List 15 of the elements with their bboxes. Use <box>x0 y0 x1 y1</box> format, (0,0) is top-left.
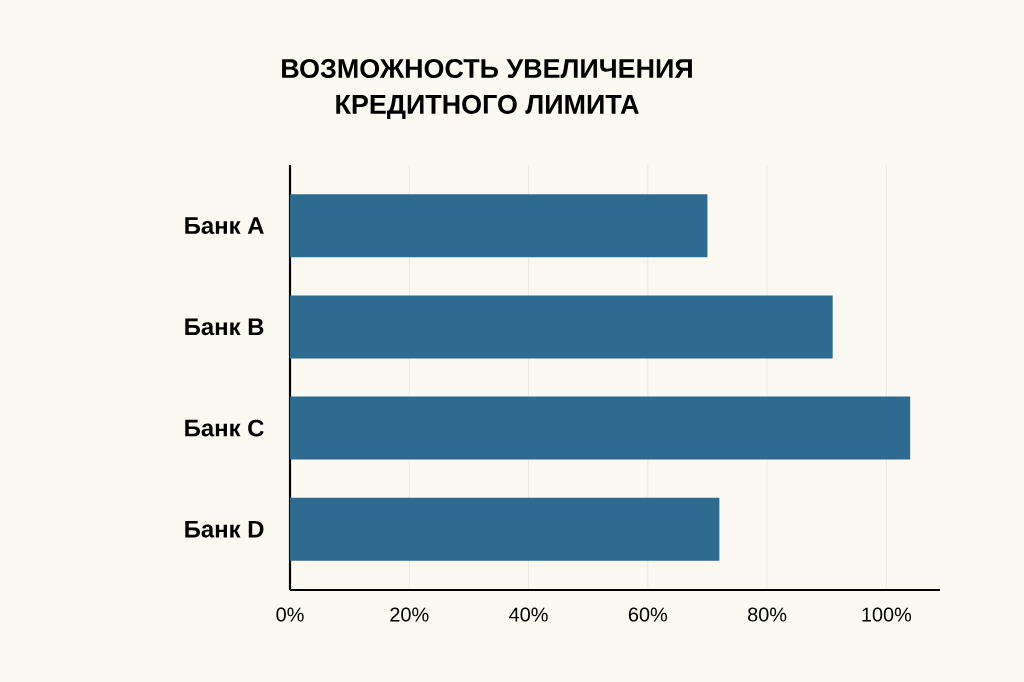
x-tick-label: 20% <box>390 607 429 622</box>
bar <box>290 194 708 258</box>
x-tick-label: 0% <box>276 607 304 622</box>
y-tick-label: Банк C <box>185 419 264 437</box>
y-tick-label: Банк A <box>185 217 264 235</box>
chart-title: ВОЗМОЖНОСТЬ УВЕЛИЧЕНИЯ КРЕДИТНОГО ЛИМИТА <box>282 58 692 119</box>
bar <box>290 295 833 359</box>
y-tick-label: Банк B <box>185 318 264 336</box>
x-tick-label: 60% <box>628 607 668 622</box>
bar <box>290 396 911 460</box>
x-tick-label: 100% <box>862 607 912 622</box>
x-tick-label: 80% <box>748 607 787 622</box>
x-tick-label: 40% <box>509 607 548 622</box>
bar <box>290 497 720 561</box>
y-tick-label: Банк D <box>185 520 264 538</box>
